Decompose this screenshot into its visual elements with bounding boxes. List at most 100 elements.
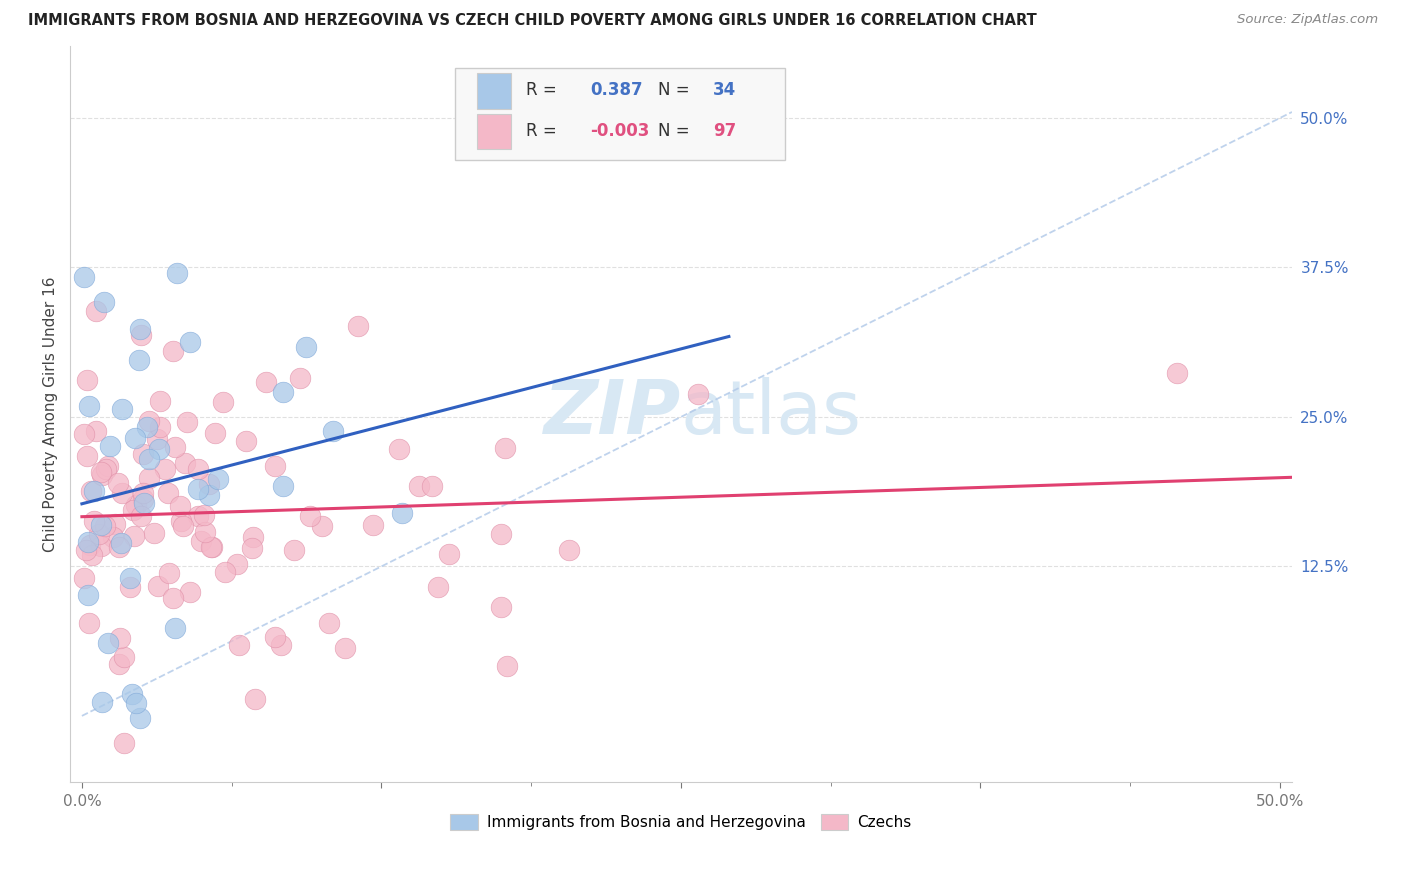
- Point: [179, 335, 201, 350]
- FancyBboxPatch shape: [456, 69, 785, 161]
- FancyBboxPatch shape: [477, 114, 512, 149]
- Point: [491, 599, 513, 614]
- Point: [174, 456, 197, 470]
- Point: [157, 486, 180, 500]
- Point: [318, 615, 340, 630]
- Point: [187, 462, 209, 476]
- Point: [76, 535, 98, 549]
- Point: [125, 696, 148, 710]
- Point: [91, 695, 114, 709]
- Point: [73, 269, 96, 284]
- Text: N =: N =: [658, 122, 689, 140]
- Point: [162, 344, 184, 359]
- Point: [494, 441, 516, 455]
- Point: [129, 711, 152, 725]
- Point: [242, 530, 264, 544]
- Point: [149, 393, 172, 408]
- Point: [200, 540, 222, 554]
- Point: [135, 420, 157, 434]
- Point: [172, 519, 194, 533]
- Point: [108, 657, 131, 671]
- Point: [288, 371, 311, 385]
- Point: [163, 440, 186, 454]
- Point: [112, 650, 135, 665]
- Point: [204, 426, 226, 441]
- Point: [75, 542, 97, 557]
- Point: [228, 638, 250, 652]
- Text: 0.387: 0.387: [591, 81, 643, 99]
- Point: [138, 452, 160, 467]
- Point: [169, 500, 191, 514]
- FancyBboxPatch shape: [477, 73, 512, 109]
- Point: [388, 442, 411, 457]
- Point: [90, 539, 112, 553]
- Point: [76, 450, 98, 464]
- Point: [200, 541, 222, 555]
- Point: [240, 541, 263, 556]
- Point: [131, 486, 153, 500]
- Point: [271, 385, 294, 400]
- Point: [162, 591, 184, 605]
- Point: [108, 631, 131, 645]
- Point: [270, 638, 292, 652]
- Point: [132, 447, 155, 461]
- Point: [295, 340, 318, 354]
- Point: [129, 322, 152, 336]
- Point: [107, 475, 129, 490]
- Point: [96, 459, 118, 474]
- Point: [84, 303, 107, 318]
- Point: [132, 496, 155, 510]
- Point: [110, 485, 132, 500]
- Point: [361, 518, 384, 533]
- Point: [76, 373, 98, 387]
- Point: [84, 424, 107, 438]
- Point: [90, 465, 112, 479]
- Point: [420, 479, 443, 493]
- Point: [77, 616, 100, 631]
- Point: [437, 547, 460, 561]
- Point: [138, 414, 160, 428]
- Point: [496, 659, 519, 673]
- Point: [148, 442, 170, 457]
- Point: [138, 471, 160, 485]
- Point: [90, 468, 112, 483]
- Text: 34: 34: [713, 81, 735, 99]
- Point: [108, 540, 131, 554]
- Point: [179, 584, 201, 599]
- Text: atlas: atlas: [681, 377, 862, 450]
- Point: [83, 514, 105, 528]
- Text: 97: 97: [713, 122, 735, 140]
- Point: [197, 476, 219, 491]
- Point: [131, 328, 153, 343]
- Point: [110, 536, 132, 550]
- Point: [104, 516, 127, 531]
- Point: [176, 415, 198, 429]
- Point: [124, 529, 146, 543]
- Point: [111, 401, 134, 416]
- Point: [283, 543, 305, 558]
- Point: [73, 571, 96, 585]
- Point: [170, 514, 193, 528]
- Point: [322, 424, 344, 438]
- Point: [157, 566, 180, 581]
- Point: [187, 508, 209, 523]
- Y-axis label: Child Poverty Among Girls Under 16: Child Poverty Among Girls Under 16: [44, 277, 58, 551]
- Point: [80, 483, 103, 498]
- Point: [235, 434, 257, 449]
- Point: [489, 527, 512, 541]
- Point: [214, 565, 236, 579]
- Point: [100, 439, 122, 453]
- Point: [243, 692, 266, 706]
- Point: [77, 399, 100, 413]
- Point: [207, 472, 229, 486]
- Point: [391, 507, 413, 521]
- Point: [193, 508, 215, 522]
- Point: [143, 525, 166, 540]
- Point: [94, 519, 117, 533]
- Point: [120, 580, 142, 594]
- Point: [190, 533, 212, 548]
- Point: [311, 518, 333, 533]
- Point: [132, 492, 155, 507]
- Point: [77, 588, 100, 602]
- Point: [128, 353, 150, 368]
